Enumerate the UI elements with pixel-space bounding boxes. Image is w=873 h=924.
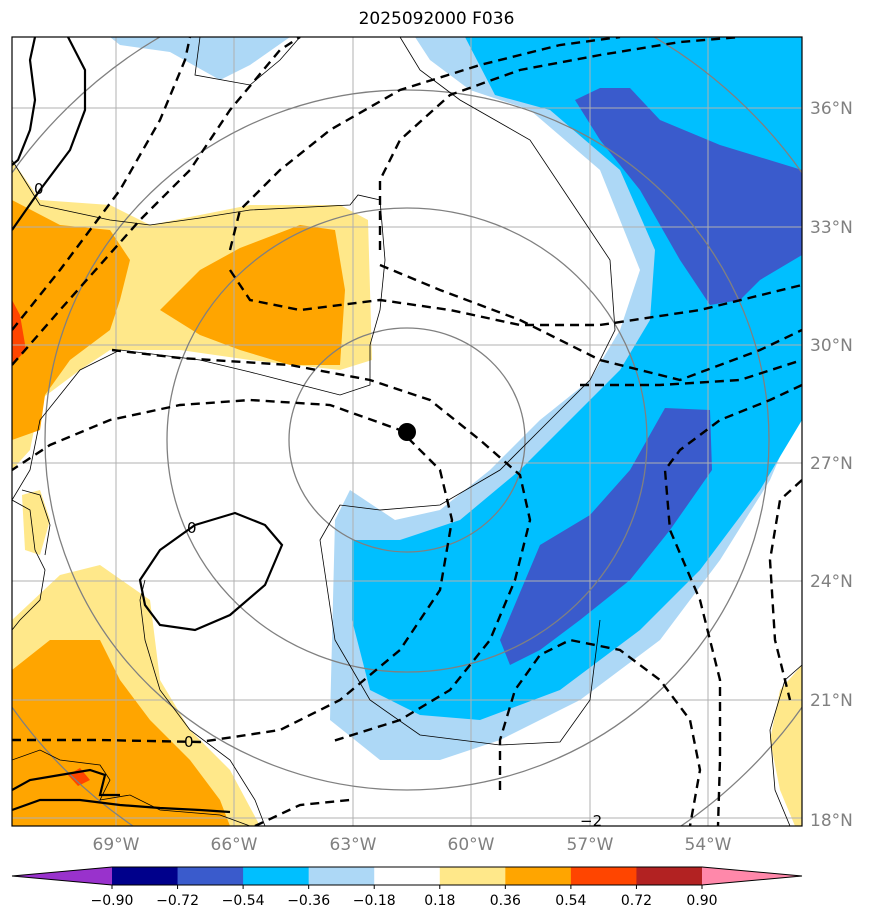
colorbar-label: −0.36 <box>287 893 330 909</box>
lat-label: 21°N <box>810 691 853 711</box>
lat-label: 36°N <box>810 99 853 119</box>
lat-label: 30°N <box>810 336 853 356</box>
colorbar-label: −0.90 <box>91 893 134 909</box>
colorbar-label: 0.18 <box>424 893 455 909</box>
colorbar-label: 0.72 <box>621 893 652 909</box>
colorbar-label: −0.54 <box>222 893 265 909</box>
lon-label: 57°W <box>567 835 614 855</box>
warm-shade-west <box>12 200 130 440</box>
colorbar-swatch <box>505 867 572 885</box>
lat-label: 18°N <box>810 811 853 831</box>
lon-label: 63°W <box>330 835 377 855</box>
lon-label: 66°W <box>211 835 258 855</box>
colorbar-swatch <box>439 867 506 885</box>
colorbar: −0.90 −0.72 −0.54 −0.36 −0.18 0.18 0.36 0.54 0.7… <box>11 866 803 909</box>
colorbar-swatch <box>112 867 179 885</box>
colorbar-swatch <box>243 867 310 885</box>
cool-shade-north <box>110 37 290 80</box>
colorbar-label: 0.90 <box>686 893 717 909</box>
warm-shade-center <box>160 225 345 365</box>
graticule <box>12 37 802 826</box>
contour-label: −2 <box>580 812 602 830</box>
colorbar-extend-high <box>702 867 802 885</box>
contour-label: 0 <box>187 519 197 537</box>
plot-frame <box>11 36 803 827</box>
colorbar-label: −0.72 <box>156 893 199 909</box>
storm-center-marker <box>398 423 416 441</box>
lat-label: 24°N <box>810 572 853 592</box>
colorbar-swatch <box>570 867 637 885</box>
dashed-contours <box>12 37 802 826</box>
colorbar-label: 0.54 <box>555 893 586 909</box>
warm-shade-small <box>22 490 50 555</box>
colorbar-label: 0.36 <box>490 893 521 909</box>
coastlines <box>12 37 802 826</box>
colorbar-label: −0.18 <box>353 893 396 909</box>
lat-label: 33°N <box>810 218 853 238</box>
warm-shade-east <box>770 665 802 826</box>
colorbar-swatch <box>636 867 703 885</box>
colorbar-swatch <box>177 867 244 885</box>
colorbar-swatch <box>374 867 441 885</box>
contour-label: 0 <box>184 733 194 751</box>
warm-shade-sw <box>12 640 230 826</box>
solid-contours <box>12 37 284 814</box>
latitude-labels: 36°N 33°N 30°N 27°N 24°N 21°N 18°N <box>810 99 853 831</box>
longitude-labels: 69°W 66°W 63°W 60°W 57°W 54°W <box>93 835 732 855</box>
warm-shade-red-west <box>12 300 26 365</box>
contour-label: 0 <box>34 180 44 198</box>
cool-shade-east-dark-south <box>500 408 712 665</box>
lon-label: 60°W <box>448 835 495 855</box>
map-title: 2025092000 F036 <box>358 9 515 29</box>
colorbar-extend-low <box>12 867 112 885</box>
colorbar-swatch <box>308 867 375 885</box>
lon-label: 54°W <box>685 835 732 855</box>
cool-shade-east-dark-north <box>575 88 802 305</box>
lon-label: 69°W <box>93 835 140 855</box>
lat-label: 27°N <box>810 454 853 474</box>
